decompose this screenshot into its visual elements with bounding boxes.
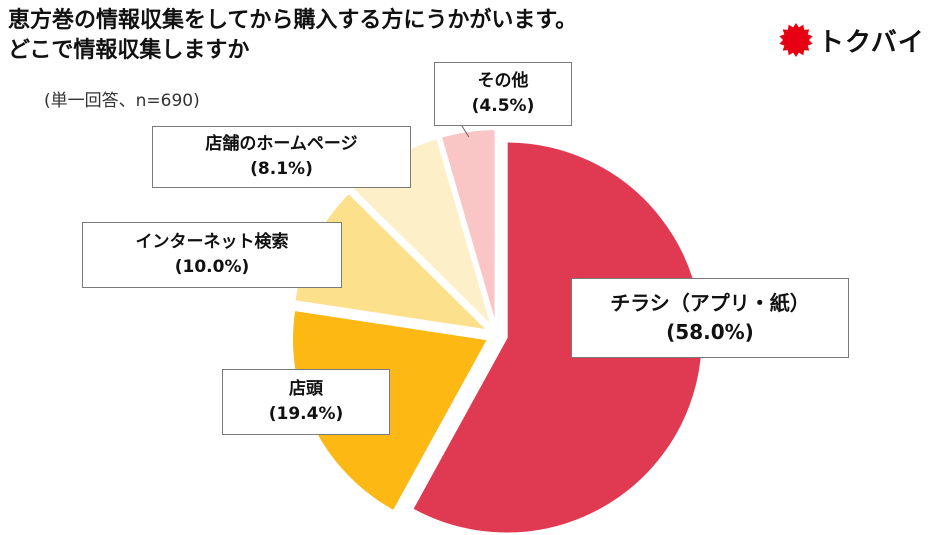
label-flyer: チラシ（アプリ・紙） (58.0%) — [571, 278, 849, 358]
label-other-name: その他 — [477, 71, 529, 92]
label-store-homepage-value: (8.1%) — [250, 159, 313, 179]
sun-burst-shape — [779, 23, 813, 57]
label-store-homepage: 店舗のホームページ (8.1%) — [152, 126, 411, 188]
label-in-store-value: (19.4%) — [268, 404, 344, 424]
logo-text: トクバイ — [818, 27, 925, 58]
label-flyer-value: (58.0%) — [666, 320, 754, 344]
slice-flyer — [410, 140, 704, 535]
label-internet-search-value: (10.0%) — [174, 257, 250, 277]
label-flyer-name: チラシ（アプリ・紙） — [610, 291, 810, 315]
leader-line-other — [461, 125, 470, 138]
label-internet-search: インターネット検索 (10.0%) — [82, 222, 342, 288]
title-line-2: どこで情報収集しますか — [8, 38, 250, 63]
label-in-store: 店頭 (19.4%) — [222, 369, 390, 435]
title-line-1: 恵方巻の情報収集をしてから購入する方にうかがいます。 — [8, 8, 578, 33]
slice-other — [439, 128, 497, 326]
label-other: その他 (4.5%) — [434, 62, 572, 126]
label-internet-search-name: インターネット検索 — [135, 232, 289, 253]
chart-subtitle: (単一回答、n=690) — [44, 91, 200, 111]
label-other-value: (4.5%) — [471, 96, 535, 116]
sun-burst-icon — [779, 23, 813, 57]
label-store-homepage-name: 店舗のホームページ — [205, 134, 358, 155]
chart-title: 恵方巻の情報収集をしてから購入する方にうかがいます。 どこで情報収集しますか — [8, 6, 577, 66]
tokubai-logo: トクバイ — [778, 20, 925, 60]
label-in-store-name: 店頭 — [289, 379, 323, 400]
